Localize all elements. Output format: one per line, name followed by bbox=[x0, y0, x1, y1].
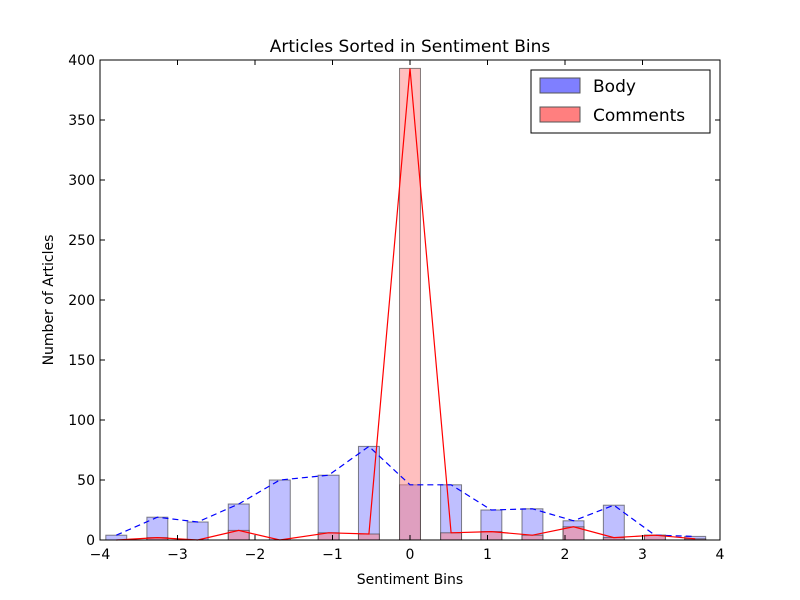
y-tick-label: 0 bbox=[86, 533, 95, 549]
x-tick-label: 2 bbox=[561, 547, 570, 563]
y-tick-label: 50 bbox=[77, 473, 95, 489]
x-tick-label: −1 bbox=[322, 547, 343, 563]
bar-comments bbox=[480, 531, 503, 541]
x-axis-label: Sentiment Bins bbox=[357, 572, 463, 588]
y-tick-label: 100 bbox=[68, 413, 95, 429]
bar-comments bbox=[440, 532, 463, 541]
bar-body bbox=[146, 516, 169, 541]
legend: Body Comments bbox=[530, 69, 711, 134]
y-tick-label: 150 bbox=[68, 353, 95, 369]
legend-label-comments: Comments bbox=[593, 106, 685, 126]
x-tick-label: 4 bbox=[716, 547, 725, 563]
bar-body bbox=[317, 474, 340, 541]
y-axis-label: Number of Articles bbox=[41, 235, 57, 366]
legend-label-body: Body bbox=[593, 77, 636, 97]
legend-swatch-comments bbox=[539, 106, 581, 123]
series-comments-bars bbox=[146, 67, 707, 541]
y-tick-label: 200 bbox=[68, 293, 95, 309]
bar-body bbox=[602, 504, 625, 541]
y-tick-label: 250 bbox=[68, 233, 95, 249]
x-tick-label: 3 bbox=[638, 547, 647, 563]
x-tick-label: 1 bbox=[483, 547, 492, 563]
bar-comments bbox=[399, 67, 421, 541]
y-tick-label: 350 bbox=[68, 113, 95, 129]
x-tick-label: −3 bbox=[167, 547, 188, 563]
bar-body bbox=[268, 479, 291, 541]
x-tick-label: −2 bbox=[245, 547, 266, 563]
axis-ticks: −4 −3 −2 −1 0 1 2 3 4 0 50 100 150 200 250 300 350 400 bbox=[68, 53, 724, 563]
y-tick-label: 400 bbox=[68, 53, 95, 69]
chart-title: Articles Sorted in Sentiment Bins bbox=[270, 37, 551, 57]
bar-body bbox=[357, 445, 380, 541]
series-comments-line bbox=[116, 68, 696, 541]
bar-body bbox=[186, 521, 209, 541]
plot-area bbox=[105, 67, 707, 541]
bar-comments bbox=[357, 533, 380, 541]
bar-comments bbox=[521, 534, 544, 541]
series-body-line bbox=[116, 445, 696, 537]
y-tick-label: 300 bbox=[68, 173, 95, 189]
x-tick-label: 0 bbox=[406, 547, 415, 563]
legend-swatch-body bbox=[539, 77, 581, 94]
x-tick-label: −4 bbox=[90, 547, 111, 563]
